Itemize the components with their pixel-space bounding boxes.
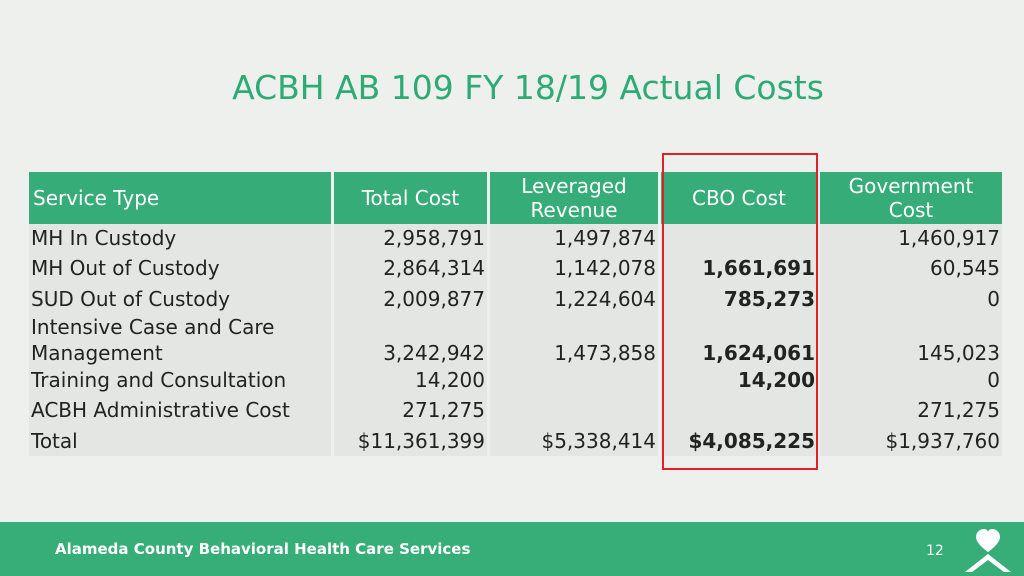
cell-leveraged bbox=[490, 366, 658, 394]
header-cbo-cost: CBO Cost bbox=[661, 172, 817, 224]
cell-leveraged: 1,473,858 bbox=[490, 314, 658, 366]
table-row: MH Out of Custody 2,864,314 1,142,078 1,… bbox=[29, 252, 1002, 284]
page-number: 12 bbox=[926, 543, 944, 559]
footer-bar: Alameda County Behavioral Health Care Se… bbox=[0, 522, 1024, 576]
cell-total: 2,864,314 bbox=[334, 252, 487, 284]
cbo-cost-highlight-box bbox=[662, 153, 818, 470]
cell-leveraged: $5,338,414 bbox=[490, 426, 658, 456]
table-row: MH In Custody 2,958,791 1,497,874 1,460,… bbox=[29, 224, 1002, 252]
cell-service: SUD Out of Custody bbox=[29, 284, 331, 314]
slide-title: ACBH AB 109 FY 18/19 Actual Costs bbox=[232, 68, 824, 107]
cell-service: Intensive Case and Care Management bbox=[29, 314, 331, 366]
cell-service-line2: Management bbox=[31, 341, 163, 365]
cell-government: 271,275 bbox=[820, 394, 1002, 426]
cell-government: 1,460,917 bbox=[820, 224, 1002, 252]
cell-government: 0 bbox=[820, 284, 1002, 314]
table-row: Training and Consultation 14,200 14,200 … bbox=[29, 366, 1002, 394]
cost-table: Service Type Total Cost Leveraged Revenu… bbox=[26, 172, 1005, 456]
header-row: Service Type Total Cost Leveraged Revenu… bbox=[29, 172, 1002, 224]
cell-service-line1: Intensive Case and Care bbox=[31, 315, 275, 339]
cell-cbo: 14,200 bbox=[661, 366, 817, 394]
heart-logo-icon bbox=[965, 529, 1011, 572]
cell-government: $1,937,760 bbox=[820, 426, 1002, 456]
cell-leveraged bbox=[490, 394, 658, 426]
cell-service: Training and Consultation bbox=[29, 366, 331, 394]
table-row: Intensive Case and Care Management 3,242… bbox=[29, 314, 1002, 366]
cell-cbo: 785,273 bbox=[661, 284, 817, 314]
cell-total: 271,275 bbox=[334, 394, 487, 426]
cell-service: MH Out of Custody bbox=[29, 252, 331, 284]
cell-service: MH In Custody bbox=[29, 224, 331, 252]
cell-cbo bbox=[661, 394, 817, 426]
cell-total: 14,200 bbox=[334, 366, 487, 394]
cell-leveraged: 1,497,874 bbox=[490, 224, 658, 252]
cell-government: 145,023 bbox=[820, 314, 1002, 366]
header-government-line1: Government bbox=[848, 174, 974, 198]
footer-organization-name: Alameda County Behavioral Health Care Se… bbox=[55, 540, 471, 558]
header-government-cost: Government Cost bbox=[820, 172, 1002, 224]
table-row: SUD Out of Custody 2,009,877 1,224,604 7… bbox=[29, 284, 1002, 314]
header-leveraged-line2: Revenue bbox=[530, 198, 618, 222]
cell-cbo bbox=[661, 224, 817, 252]
cell-total: 2,009,877 bbox=[334, 284, 487, 314]
cell-cbo: 1,661,691 bbox=[661, 252, 817, 284]
cell-service: ACBH Administrative Cost bbox=[29, 394, 331, 426]
cell-service: Total bbox=[29, 426, 331, 456]
cell-cbo: $4,085,225 bbox=[661, 426, 817, 456]
table-row-total: Total $11,361,399 $5,338,414 $4,085,225 … bbox=[29, 426, 1002, 456]
cell-leveraged: 1,142,078 bbox=[490, 252, 658, 284]
cell-total: $11,361,399 bbox=[334, 426, 487, 456]
cell-cbo: 1,624,061 bbox=[661, 314, 817, 366]
cell-total: 3,242,942 bbox=[334, 314, 487, 366]
header-service-type: Service Type bbox=[29, 172, 331, 224]
header-leveraged-revenue: Leveraged Revenue bbox=[490, 172, 658, 224]
header-total-cost: Total Cost bbox=[334, 172, 487, 224]
header-government-line2: Cost bbox=[888, 198, 934, 222]
cell-government: 60,545 bbox=[820, 252, 1002, 284]
table-row: ACBH Administrative Cost 271,275 271,275 bbox=[29, 394, 1002, 426]
cell-total: 2,958,791 bbox=[334, 224, 487, 252]
cell-leveraged: 1,224,604 bbox=[490, 284, 658, 314]
cell-government: 0 bbox=[820, 366, 1002, 394]
header-leveraged-line1: Leveraged bbox=[521, 174, 627, 198]
